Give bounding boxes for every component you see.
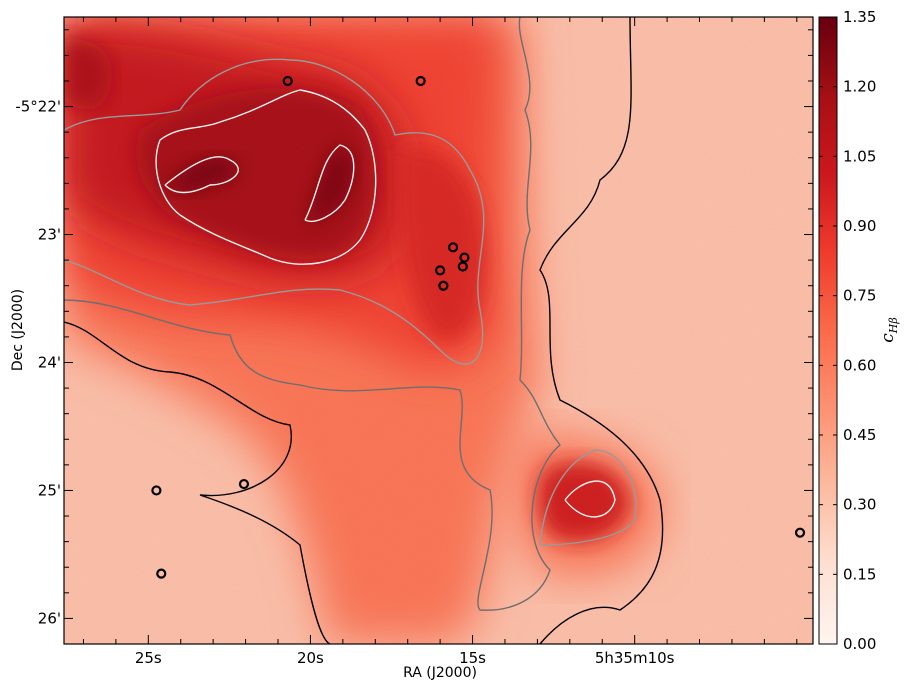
y-axis-ticks: -5°22' 23' 24' 25' 26' [15,29,813,645]
x-tick-label: 5h35m10s [595,649,675,667]
star-marker [282,75,293,87]
colorbar-ticks: 0.00 0.15 0.30 0.45 0.60 0.75 0.90 1.05 1.20 1.35 [819,8,876,653]
star-marker [457,261,468,272]
star-marker [435,265,446,276]
y-tick-label: 25' [38,481,61,499]
contour-dark-grey [64,17,561,611]
star-marker [238,478,250,490]
colorbar-tick-label: 1.20 [843,78,876,96]
x-tick-label: 15s [459,649,486,667]
star-marker [447,242,459,253]
colorbar-label-main: c [878,333,898,343]
contour-light-grey [64,58,637,546]
star-marker [794,527,806,538]
star-marker [415,75,426,87]
y-tick-label: 24' [38,353,61,371]
star-marker [459,252,470,263]
colorbar-gradient [818,16,838,645]
colorbar-tick-label: 0.45 [843,426,876,444]
contour-black [64,17,664,644]
plot-frame [63,16,814,645]
y-tick-label: 26' [38,609,61,627]
colorbar: 0.00 0.15 0.30 0.45 0.60 0.75 0.90 1.05 1.20 1.35… [818,8,900,653]
colorbar-tick-label: 0.60 [843,356,876,374]
x-axis-ticks: 25s 20s 15s 5h35m10s [82,17,798,667]
y-axis-label: Dec (J2000) [10,289,26,371]
colorbar-label: cHβ [878,317,900,342]
star-marker [151,485,162,496]
x-tick-label: 25s [135,649,162,667]
colorbar-tick-label: 0.15 [843,565,876,583]
colorbar-tick-label: 0.30 [843,496,876,514]
heatmap-image [64,17,813,644]
x-axis-label: RA (J2000) [403,665,477,681]
contour-lines [64,17,664,644]
x-tick-label: 20s [297,649,324,667]
colorbar-tick-label: 0.90 [843,217,876,235]
colorbar-tick-label: 1.35 [843,8,876,26]
star-marker [156,568,167,579]
y-tick-label: 23' [38,226,61,244]
colorbar-tick-label: 0.00 [843,635,876,653]
colorbar-tick-label: 1.05 [843,147,876,165]
star-markers [151,75,806,579]
colorbar-label-subscript: Hβ [887,317,900,334]
contour-white [155,89,616,518]
colorbar-tick-label: 0.75 [843,287,876,305]
star-marker [438,280,449,291]
y-tick-label: -5°22' [15,98,61,116]
